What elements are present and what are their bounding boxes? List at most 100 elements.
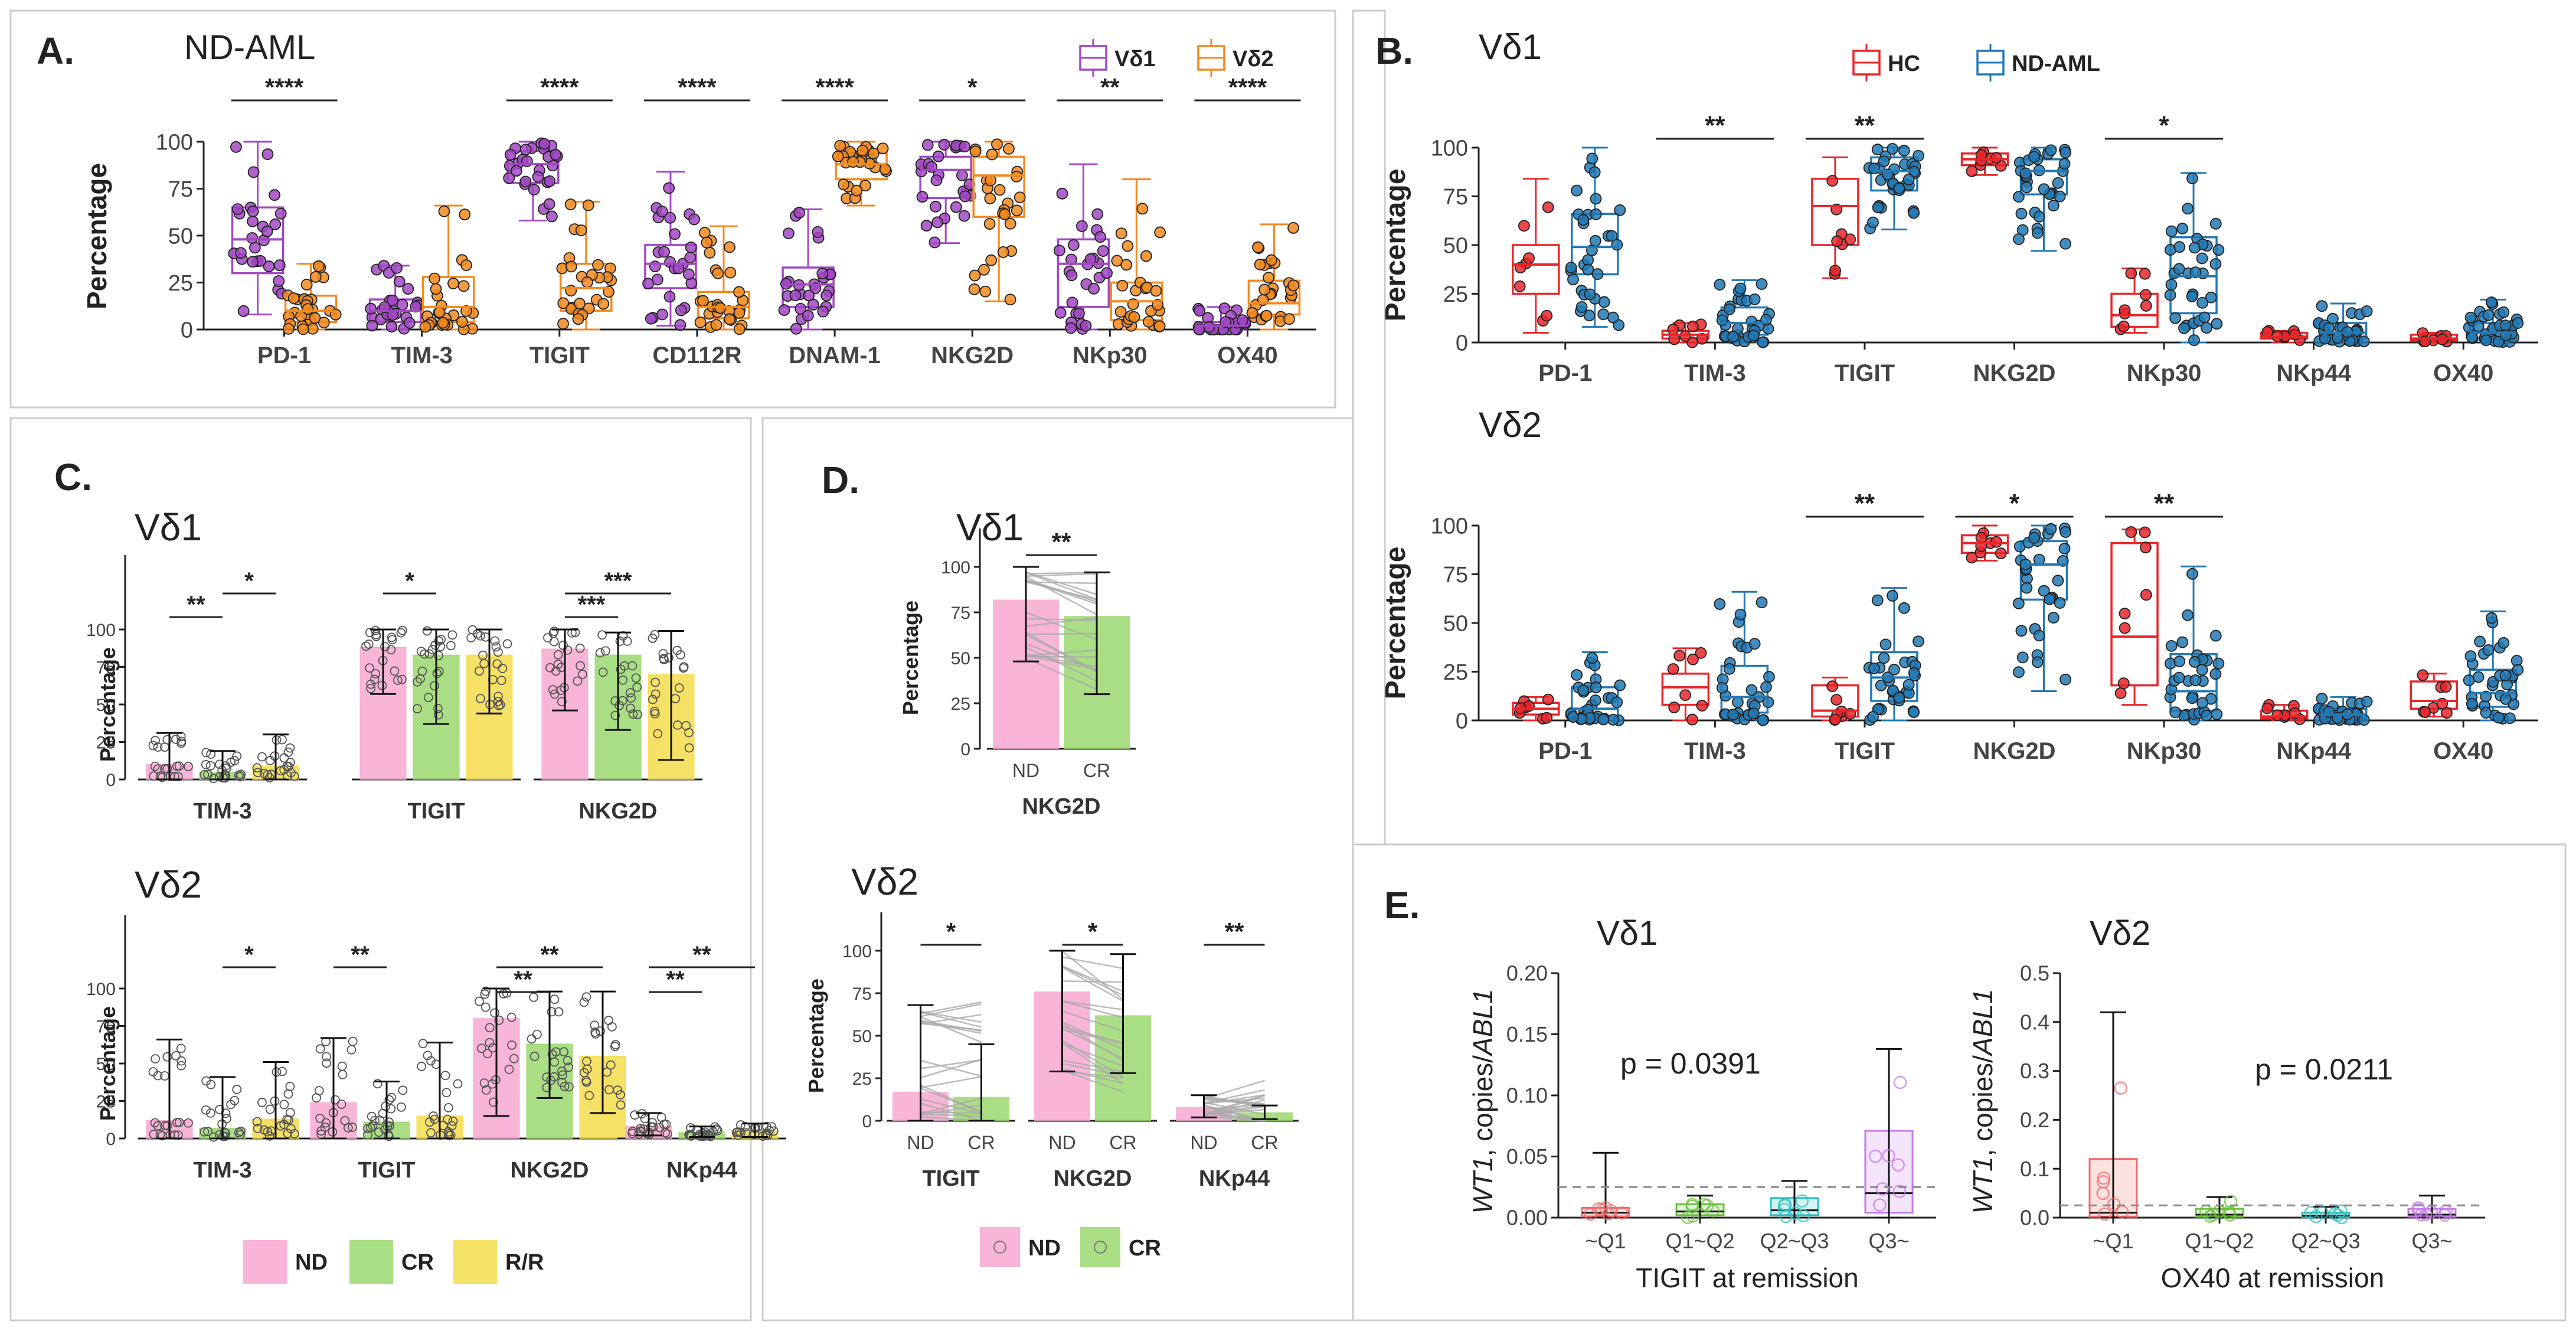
data-point xyxy=(151,736,161,745)
pair-line xyxy=(1062,1028,1123,1045)
data-point xyxy=(529,1052,540,1061)
data-point xyxy=(320,1123,330,1132)
data-point xyxy=(2052,575,2064,587)
data-point xyxy=(576,661,585,671)
data-point xyxy=(1714,598,1726,610)
data-point xyxy=(1097,245,1109,257)
data-point xyxy=(2358,714,2370,726)
data-point xyxy=(340,1116,350,1126)
data-point xyxy=(273,259,286,272)
data-point xyxy=(1723,303,1735,315)
data-point xyxy=(2016,651,2029,664)
data-point xyxy=(2211,318,2223,330)
data-point xyxy=(648,694,658,704)
data-point xyxy=(724,313,735,325)
pair-line xyxy=(1062,956,1123,970)
data-point xyxy=(1054,306,1067,319)
x-tick-label: TIM-3 xyxy=(1684,360,1745,386)
data-point xyxy=(215,759,224,769)
data-point xyxy=(247,256,259,268)
data-point xyxy=(2012,191,2025,203)
data-point xyxy=(2125,267,2137,279)
data-point xyxy=(1589,234,1601,247)
significance-label: ** xyxy=(2154,489,2175,518)
data-point xyxy=(1995,547,2007,559)
legend-key xyxy=(349,1240,393,1284)
significance-label: ** xyxy=(1052,528,1071,556)
data-point xyxy=(1140,250,1152,262)
data-point xyxy=(557,697,567,707)
data-point xyxy=(1586,152,1598,165)
chart-title: Vδ2 xyxy=(1479,405,1542,445)
data-point xyxy=(984,193,996,205)
data-point xyxy=(1073,307,1085,319)
data-point xyxy=(1826,175,1839,187)
group-label: NKG2D xyxy=(1022,794,1100,819)
data-point xyxy=(1734,282,1747,295)
data-point xyxy=(1668,702,1681,713)
data-points xyxy=(579,992,626,1110)
data-point xyxy=(684,743,694,753)
pair-line xyxy=(1025,611,1097,641)
data-point xyxy=(491,642,501,652)
panels: A. ND-AML0255075100PercentagePD-1****TIM-… xyxy=(37,27,2538,1293)
data-point xyxy=(371,669,381,678)
data-point xyxy=(543,198,555,210)
data-point xyxy=(230,756,240,766)
data-point xyxy=(985,254,998,266)
legend-key xyxy=(243,1240,287,1284)
data-point xyxy=(2182,609,2194,621)
data-point xyxy=(283,1089,293,1099)
data-point xyxy=(2328,1207,2342,1221)
data-point xyxy=(712,267,724,279)
data-point xyxy=(370,1115,380,1126)
data-point xyxy=(1218,302,1231,314)
y-axis-label: WT1, copies/ABL1 xyxy=(1967,989,1998,1214)
data-point xyxy=(528,184,540,196)
data-point xyxy=(368,1121,378,1131)
data-point xyxy=(920,220,933,232)
y-axis-label: Percentage xyxy=(804,978,828,1093)
data-point xyxy=(184,762,193,772)
data-point xyxy=(1066,296,1078,309)
x-tick-label: PD-1 xyxy=(257,342,311,368)
data-point xyxy=(2033,553,2045,566)
data-point xyxy=(1679,689,1691,702)
pair-line xyxy=(1062,1010,1123,1032)
data-point xyxy=(443,1102,453,1113)
data-point xyxy=(287,292,300,304)
x-tick-label: Q2~Q3 xyxy=(1760,1229,1829,1253)
pair-line xyxy=(1204,1101,1265,1115)
data-point xyxy=(807,299,819,311)
data-point xyxy=(153,1121,163,1131)
data-point xyxy=(230,1095,240,1105)
data-points xyxy=(1681,1198,1719,1224)
y-tick-label: 100 xyxy=(86,621,116,640)
significance-label: * xyxy=(244,568,254,594)
data-points xyxy=(2114,526,2152,699)
data-point xyxy=(1287,222,1299,234)
data-point xyxy=(527,1034,537,1044)
data-points xyxy=(1714,278,1775,348)
data-point xyxy=(509,1053,519,1064)
y-tick-label: 25 xyxy=(1443,660,1468,685)
data-point xyxy=(490,636,500,646)
data-point xyxy=(498,664,508,673)
data-point xyxy=(312,1093,321,1103)
data-point xyxy=(176,1056,187,1066)
data-point xyxy=(1706,1204,1719,1218)
data-point xyxy=(613,1085,623,1095)
data-point xyxy=(234,1127,244,1137)
data-point xyxy=(2441,707,2453,719)
data-point xyxy=(1734,608,1747,621)
y-tick-label: 0.20 xyxy=(1506,961,1548,986)
data-point xyxy=(456,316,468,328)
significance-label: * xyxy=(2159,111,2170,140)
data-points xyxy=(148,732,193,782)
data-point xyxy=(626,693,636,703)
y-tick-label: 0.10 xyxy=(1506,1084,1548,1108)
data-point xyxy=(284,762,293,772)
data-point xyxy=(374,1127,384,1137)
data-point xyxy=(610,1042,620,1052)
data-point xyxy=(201,759,211,769)
